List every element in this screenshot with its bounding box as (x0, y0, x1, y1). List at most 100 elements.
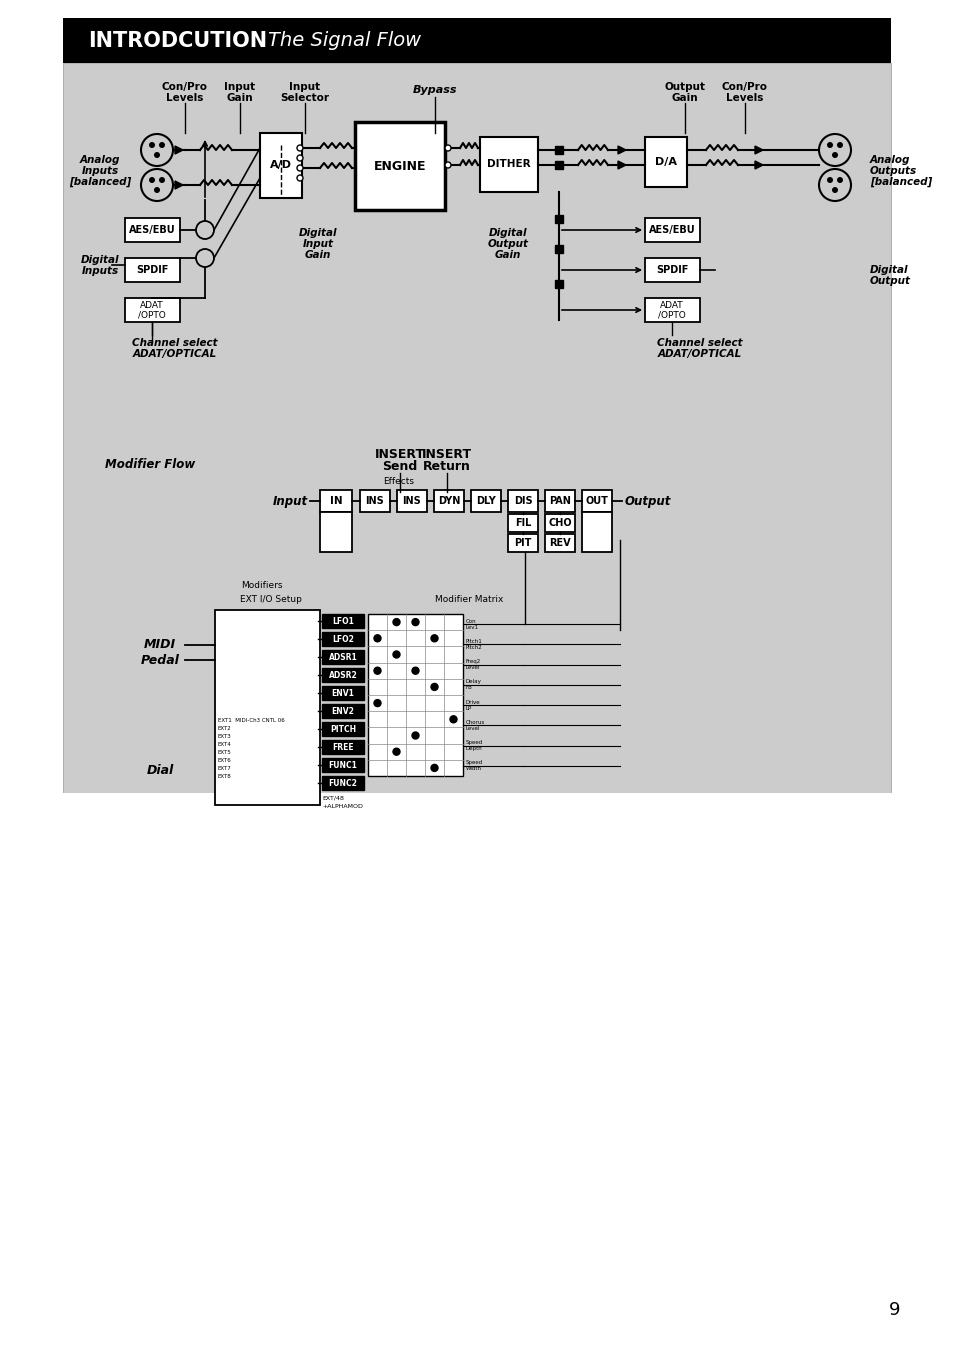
Text: Modifier Matrix: Modifier Matrix (435, 596, 503, 604)
Bar (555, 146, 562, 154)
Text: Modifiers: Modifiers (241, 581, 282, 590)
Text: Return: Return (422, 461, 471, 473)
Circle shape (393, 651, 399, 658)
Bar (125, 218, 180, 242)
Bar (396, 490, 427, 512)
Bar (322, 740, 364, 754)
Bar (434, 490, 463, 512)
Circle shape (195, 222, 213, 239)
Circle shape (412, 619, 418, 626)
Circle shape (450, 716, 456, 723)
Polygon shape (174, 146, 183, 154)
Circle shape (826, 177, 832, 182)
Text: FUNC2: FUNC2 (328, 778, 357, 788)
Text: Input: Input (302, 239, 334, 249)
Text: EXT4: EXT4 (218, 742, 232, 747)
Text: ADAT: ADAT (140, 301, 164, 311)
Text: Effects: Effects (382, 477, 414, 486)
Text: Input: Input (224, 82, 255, 92)
Text: ADAT/OPTICAL: ADAT/OPTICAL (658, 349, 741, 359)
Bar (322, 686, 364, 700)
Bar (507, 534, 537, 553)
Circle shape (431, 684, 437, 690)
Text: Output: Output (487, 239, 528, 249)
Bar (322, 775, 364, 790)
Bar (581, 512, 612, 553)
Text: DITHER: DITHER (487, 159, 530, 169)
Text: Gain: Gain (495, 250, 520, 259)
Polygon shape (618, 146, 625, 154)
Text: Analog: Analog (869, 155, 909, 165)
Text: 9: 9 (888, 1301, 900, 1319)
Circle shape (149, 177, 154, 182)
Bar (555, 280, 562, 288)
Text: ENV2: ENV2 (332, 707, 355, 716)
Text: A/D: A/D (270, 159, 292, 170)
Text: Speed
Depth: Speed Depth (465, 740, 483, 751)
Text: The Signal Flow: The Signal Flow (268, 31, 420, 50)
Text: IN: IN (330, 496, 342, 507)
Bar (322, 613, 364, 628)
Text: DLY: DLY (476, 496, 496, 507)
Text: Channel select: Channel select (132, 338, 217, 349)
Text: FREE: FREE (332, 743, 354, 751)
Circle shape (831, 186, 837, 193)
Text: INS: INS (402, 496, 421, 507)
Text: Digital: Digital (298, 228, 337, 238)
Text: Output: Output (869, 276, 910, 286)
Circle shape (393, 619, 399, 626)
Text: Gain: Gain (671, 93, 698, 103)
Text: Dial: Dial (146, 763, 173, 777)
Text: EXT I/O Setup: EXT I/O Setup (240, 596, 301, 604)
Text: ADAT: ADAT (659, 301, 683, 311)
Circle shape (153, 186, 160, 193)
Polygon shape (754, 161, 762, 169)
Bar (507, 490, 537, 512)
Text: /OPTO: /OPTO (658, 311, 685, 319)
Bar (507, 513, 537, 532)
Text: Chorus
Level: Chorus Level (465, 720, 485, 731)
Text: +ALPHAMOD: +ALPHAMOD (322, 804, 362, 809)
Text: EXT8: EXT8 (218, 774, 232, 778)
Circle shape (141, 134, 172, 166)
Text: REV: REV (549, 538, 570, 549)
Circle shape (444, 145, 451, 151)
Circle shape (393, 748, 399, 755)
Text: [balanced]: [balanced] (869, 177, 931, 188)
Text: Channel select: Channel select (657, 338, 742, 349)
Bar (322, 650, 364, 663)
Bar (555, 245, 562, 253)
Text: Con/Pro: Con/Pro (721, 82, 767, 92)
Text: INS: INS (365, 496, 384, 507)
Bar (322, 667, 364, 682)
Text: AES/EBU: AES/EBU (129, 226, 175, 235)
Text: Modifier Flow: Modifier Flow (105, 458, 195, 471)
Circle shape (431, 635, 437, 642)
Text: PIT: PIT (514, 538, 531, 549)
Bar (555, 161, 562, 169)
Text: LFO1: LFO1 (332, 616, 354, 626)
Bar (644, 218, 700, 242)
Bar (368, 613, 462, 775)
Text: MIDI: MIDI (144, 639, 176, 651)
Text: /OPTO: /OPTO (138, 311, 166, 319)
Circle shape (412, 732, 418, 739)
Text: DIS: DIS (513, 496, 532, 507)
Text: INSERT: INSERT (375, 449, 425, 462)
Bar (644, 299, 700, 322)
Bar (644, 136, 686, 186)
Circle shape (296, 176, 303, 181)
Text: Pedal: Pedal (140, 654, 179, 666)
Circle shape (159, 142, 165, 149)
Bar (359, 490, 390, 512)
Bar (63, 63, 890, 793)
Text: Analog: Analog (80, 155, 120, 165)
Text: Drive
LP: Drive LP (465, 700, 480, 711)
Text: Delay
FB: Delay FB (465, 680, 481, 690)
Text: Inputs: Inputs (81, 166, 118, 176)
Text: EXT7: EXT7 (218, 766, 232, 770)
Text: Inputs: Inputs (81, 266, 118, 276)
Circle shape (149, 142, 154, 149)
Text: Digital: Digital (81, 255, 119, 265)
Text: EXT6: EXT6 (218, 758, 232, 762)
